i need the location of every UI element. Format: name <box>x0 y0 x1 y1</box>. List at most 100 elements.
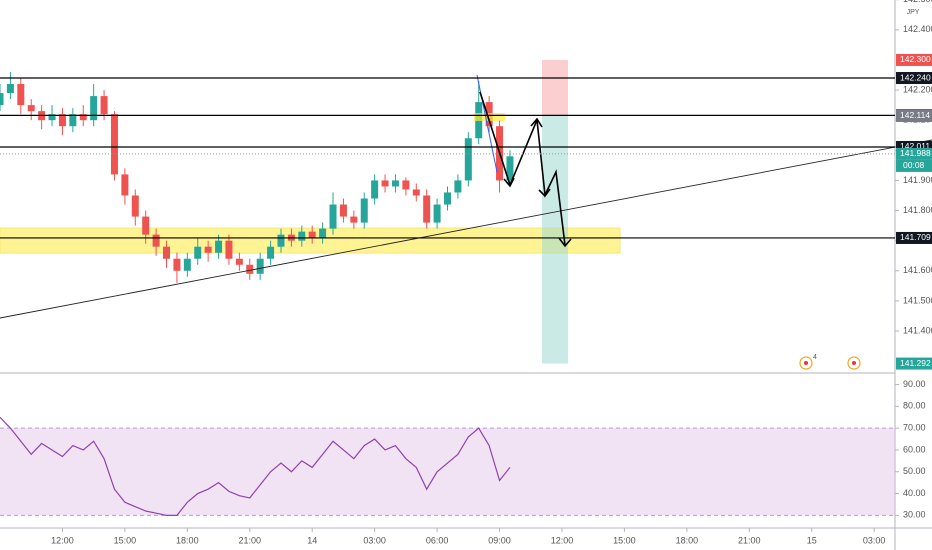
level-tag <box>896 357 932 370</box>
y-tick-label: 141.400 <box>903 325 932 335</box>
candle-body <box>360 198 368 223</box>
rsi-tick-label: 60.00 <box>903 444 926 454</box>
x-tick-label: 15:00 <box>613 535 636 545</box>
candle-body <box>464 138 472 181</box>
candle-body <box>69 114 77 127</box>
candle-body <box>183 258 191 271</box>
candle-body <box>350 216 358 223</box>
candle-body <box>371 180 379 199</box>
rsi-band <box>0 428 895 516</box>
rsi-tick-label: 90.00 <box>903 379 926 389</box>
x-tick-label: 21:00 <box>738 535 761 545</box>
level-label: 141.709 <box>900 232 931 242</box>
candle-body <box>225 240 233 259</box>
candle-body <box>267 246 275 259</box>
x-tick-label: 15 <box>807 535 817 545</box>
level-label: 142.300 <box>900 54 931 64</box>
candle-body <box>110 114 118 175</box>
candle-body <box>204 246 212 253</box>
rsi-tick-label: 40.00 <box>903 488 926 498</box>
drawn-line <box>476 74 498 173</box>
x-tick-label: 03:00 <box>863 535 886 545</box>
y-tick-label: 141.900 <box>903 175 932 185</box>
level-tag <box>896 53 932 66</box>
candle-body <box>277 234 285 247</box>
countdown: 00:08 <box>903 160 925 170</box>
level-label: 142.011 <box>900 141 930 151</box>
candle-body <box>256 258 264 274</box>
event-dot <box>852 361 856 365</box>
rsi-line <box>0 416 511 516</box>
candle-body <box>194 246 202 259</box>
y-tick-label: 141.500 <box>903 295 932 305</box>
candle-body <box>121 174 129 196</box>
y-tick-label: 142.500 <box>903 0 932 4</box>
candle-body <box>423 195 431 223</box>
event-dot <box>804 361 808 365</box>
candle-body <box>298 231 306 241</box>
y-tick-label: 141.800 <box>903 205 932 215</box>
y-tick-label: 142.400 <box>903 24 932 34</box>
candle-body <box>246 264 254 274</box>
stop-zone <box>542 59 568 116</box>
candle-body <box>506 156 514 181</box>
candle-body <box>319 228 327 238</box>
event-count: 4 <box>813 354 817 361</box>
rsi-tick-label: 80.00 <box>903 401 926 411</box>
candle-body <box>90 96 98 121</box>
candle-body <box>27 105 35 112</box>
level-label: 141.988 <box>900 148 931 158</box>
candle-body <box>163 246 171 259</box>
candle-body <box>131 195 139 217</box>
x-tick-label: 09:00 <box>488 535 511 545</box>
candle-body <box>48 114 56 121</box>
candle-body <box>308 231 316 238</box>
candle-body <box>444 192 451 205</box>
level-label: 142.114 <box>900 110 930 120</box>
candle-body <box>152 234 160 247</box>
rsi-tick-label: 50.00 <box>903 466 926 476</box>
countdown-tag <box>896 159 932 172</box>
candle-body <box>433 204 441 223</box>
candle-body <box>454 180 462 193</box>
forecast-arrows <box>479 91 572 248</box>
candle-body <box>329 204 337 229</box>
x-tick-label: 18:00 <box>676 535 699 545</box>
rsi-tick-label: 70.00 <box>903 423 926 433</box>
candle-body <box>235 258 243 265</box>
candle-body <box>79 114 87 121</box>
rsi-tick-label: 30.00 <box>903 510 926 520</box>
level-tag <box>896 231 932 244</box>
x-tick-label: 12:00 <box>551 535 574 545</box>
candle-body <box>215 240 223 253</box>
candle-body <box>100 96 108 115</box>
x-tick-label: 21:00 <box>239 535 262 545</box>
candle-body <box>381 180 389 187</box>
currency: JPY <box>907 9 920 16</box>
y-tick-label: 142.200 <box>903 84 932 94</box>
level-tag <box>896 72 932 85</box>
candle-body <box>6 84 14 94</box>
level-tag <box>896 109 932 122</box>
candle-body <box>339 204 347 217</box>
candle-body <box>0 93 4 106</box>
level-label: 141.292 <box>900 358 931 368</box>
x-tick-label: 18:00 <box>176 535 199 545</box>
candle-body <box>17 84 25 106</box>
candle-body <box>58 114 66 127</box>
x-tick-label: 15:00 <box>114 535 137 545</box>
candle-body <box>391 180 399 187</box>
event-icons: 4 <box>799 354 861 370</box>
entry-highlight <box>474 113 505 121</box>
trend-line <box>0 139 932 319</box>
x-tick-label: 12:00 <box>51 535 74 545</box>
x-tick-label: 06:00 <box>426 535 449 545</box>
candle-body <box>412 189 420 196</box>
x-tick-label: 14 <box>307 535 317 545</box>
level-label: 142.240 <box>900 72 931 82</box>
candle-body <box>402 180 410 190</box>
level-tag <box>896 147 932 160</box>
x-tick-label: 03:00 <box>363 535 386 545</box>
